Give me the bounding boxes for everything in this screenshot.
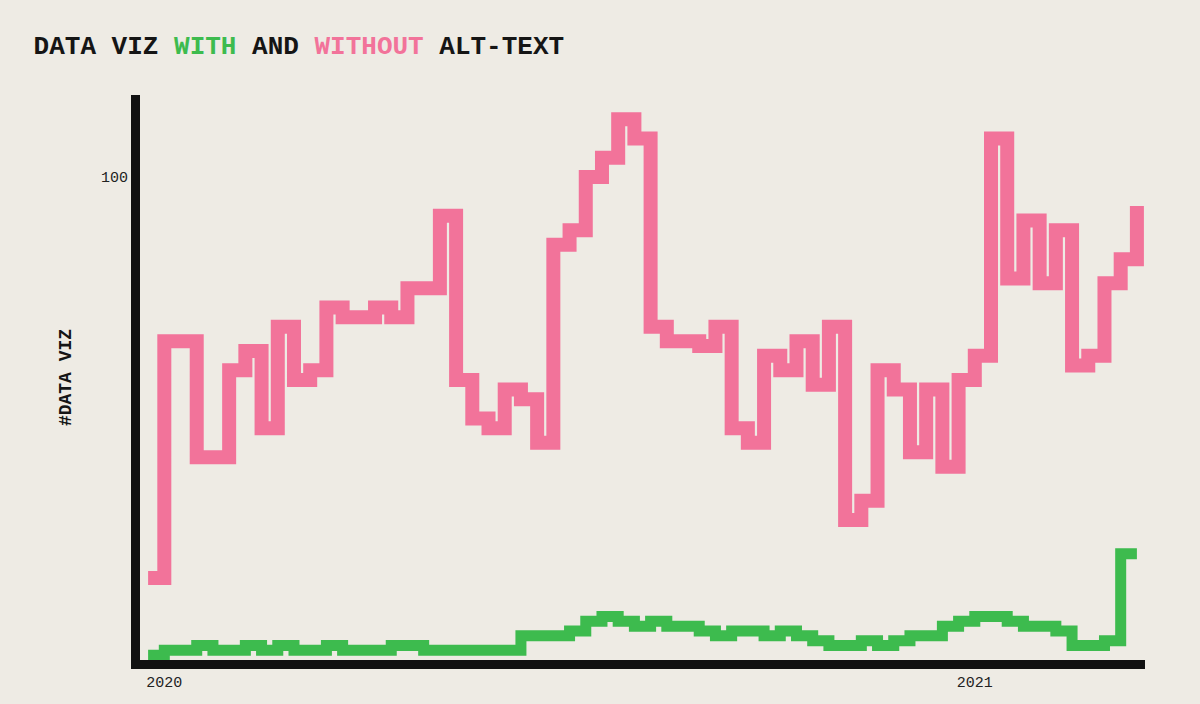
svg-text:DATA VIZ WITH AND WITHOUT ALT-: DATA VIZ WITH AND WITHOUT ALT-TEXT (34, 32, 565, 62)
svg-text:2020: 2020 (146, 675, 182, 692)
svg-text:100: 100 (101, 170, 128, 187)
svg-text:2021: 2021 (957, 675, 993, 692)
svg-text:#DATA VIZ: #DATA VIZ (56, 329, 76, 426)
